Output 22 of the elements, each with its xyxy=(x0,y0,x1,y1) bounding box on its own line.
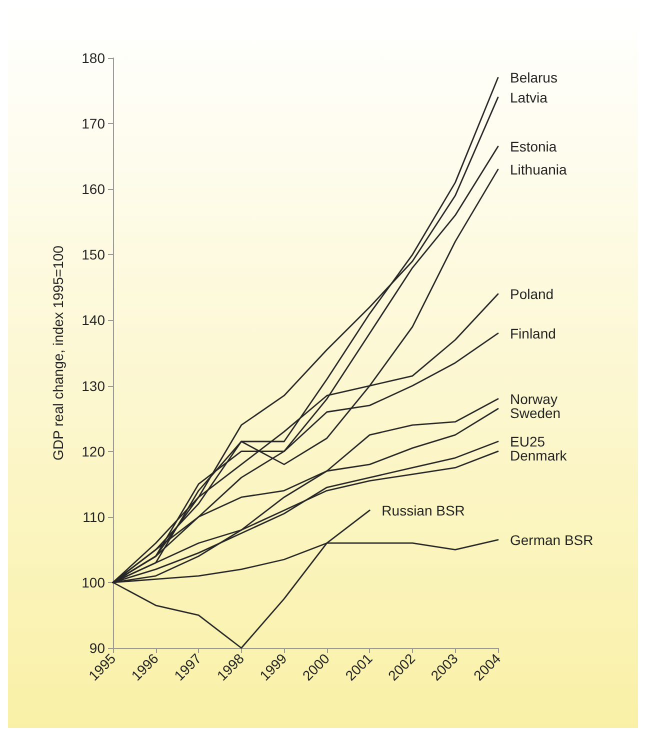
series-label: Poland xyxy=(510,286,554,302)
y-tick-label: 140 xyxy=(82,312,106,328)
y-tick-label: 180 xyxy=(82,50,106,66)
y-tick-label: 150 xyxy=(82,246,106,263)
series-label: Finland xyxy=(510,325,556,342)
series-label: Belarus xyxy=(510,70,558,86)
y-tick-label: 170 xyxy=(82,116,106,132)
y-tick-label: 110 xyxy=(82,508,106,525)
y-tick-label: 100 xyxy=(82,574,106,590)
y-tick-label: 160 xyxy=(82,181,106,198)
series-label: Lithuania xyxy=(510,161,568,178)
series-label: Denmark xyxy=(510,448,568,464)
y-axis-title: GDP real change, index 1995=100 xyxy=(50,245,66,460)
series-label: EU25 xyxy=(510,434,546,450)
series-label: Norway xyxy=(510,390,558,407)
series-label: Latvia xyxy=(510,89,548,106)
y-tick-label: 90 xyxy=(89,640,106,656)
series-label: German BSR xyxy=(510,532,594,548)
y-tick-label: 130 xyxy=(82,378,106,394)
y-tick-label: 120 xyxy=(82,443,106,460)
series-label: Estonia xyxy=(510,138,557,154)
series-label: Russian BSR xyxy=(382,502,465,518)
